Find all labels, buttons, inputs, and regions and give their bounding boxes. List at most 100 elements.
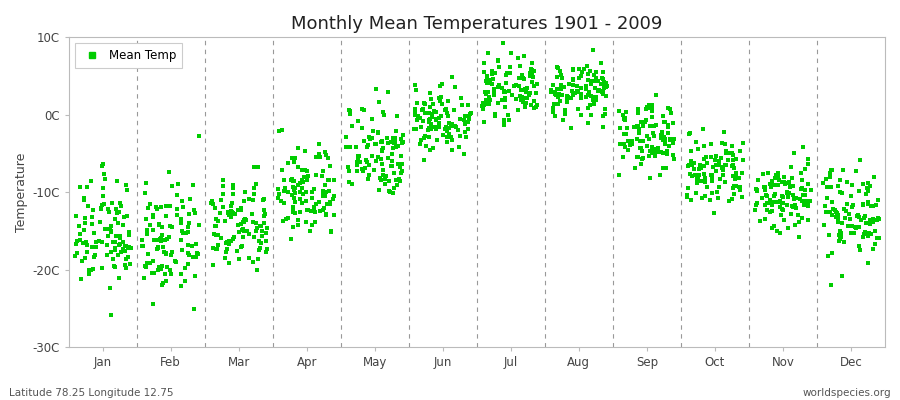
Point [155,263,169,269]
Point [634,156,649,162]
Point [518,94,532,101]
Point [758,202,772,208]
Point [82,271,96,278]
Point [230,207,245,213]
Point [192,222,206,228]
Point [372,99,386,105]
Point [654,132,669,138]
Point [418,100,433,107]
Point [685,173,699,179]
Point [237,217,251,224]
Point [68,253,82,259]
Point [230,222,245,228]
Point [724,150,739,156]
Point [232,229,247,235]
Point [644,148,658,154]
Point [529,102,544,108]
Point [92,238,106,244]
Point [585,77,599,84]
Point [146,301,160,307]
Point [353,158,367,165]
Point [113,235,128,241]
Point [706,174,720,181]
Point [382,188,396,194]
Point [596,124,610,130]
Point [643,102,657,108]
Point [521,92,535,98]
Point [371,154,385,160]
Point [634,161,648,167]
Point [387,140,401,146]
Point [253,245,267,251]
Point [546,82,561,88]
Point [552,91,566,98]
Point [768,191,782,198]
Point [275,167,290,173]
Point [629,123,643,129]
Point [631,123,645,129]
Point [292,182,306,188]
Point [382,178,396,184]
Point [753,218,768,224]
Point [104,222,119,229]
Point [88,239,103,245]
Point [223,238,238,244]
Point [288,210,302,216]
Point [246,197,260,204]
Point [77,220,92,226]
Point [158,278,173,284]
Point [684,197,698,204]
Point [816,180,831,186]
Point [305,195,320,201]
Point [553,68,567,74]
Point [422,110,436,116]
Point [374,176,388,183]
Point [550,65,564,71]
Point [849,225,863,231]
Point [566,66,580,73]
Point [851,188,866,195]
Point [183,196,197,202]
Point [725,162,740,168]
Point [112,241,127,248]
Point [497,120,511,127]
Point [788,195,803,201]
Point [561,94,575,100]
Point [85,244,99,250]
Point [666,152,680,158]
Point [712,183,726,190]
Point [157,249,171,255]
Point [431,115,446,122]
Point [704,154,718,160]
Point [768,174,782,181]
Point [170,180,184,187]
Point [106,263,121,269]
Point [643,105,657,112]
Point [771,170,786,177]
Point [75,258,89,264]
Point [527,104,542,111]
Point [501,112,516,118]
Point [733,184,747,190]
Point [567,90,581,96]
Point [341,179,356,186]
Point [374,148,389,154]
Point [442,120,456,126]
Point [150,267,165,274]
Point [216,183,230,189]
Point [458,112,473,119]
Point [449,123,464,130]
Point [849,168,863,174]
Point [850,212,865,218]
Point [518,86,532,92]
Point [176,230,190,236]
Point [94,205,108,211]
Point [301,173,315,180]
Point [104,228,119,234]
Point [525,72,539,78]
Point [438,106,453,113]
Point [69,250,84,256]
Point [829,214,843,220]
Point [393,178,408,184]
Point [860,191,874,197]
